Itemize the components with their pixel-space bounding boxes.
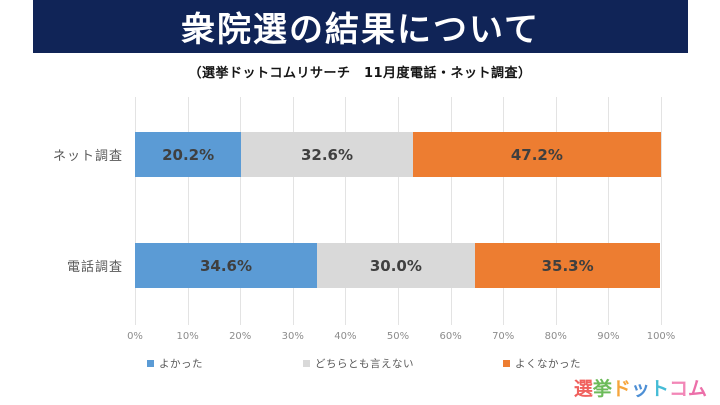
category-label: ネット調査 [52, 149, 123, 164]
logo-char: ッ [630, 378, 650, 400]
legend-item: よくなかった [503, 356, 581, 371]
gridline [240, 97, 242, 325]
title-banner: 衆院選の結果について [33, 0, 688, 53]
category-label: 電話調査 [66, 260, 123, 275]
legend-label: よくなかった [515, 358, 581, 370]
gridline [345, 97, 347, 325]
logo-char: 選 [573, 378, 593, 400]
x-axis-tick-label: 100% [646, 331, 676, 342]
x-axis-tick-label: 40% [334, 331, 357, 342]
legend-item: どちらとも言えない [303, 356, 414, 371]
x-axis-tick-label: 70% [492, 331, 515, 342]
plot-area: 0% 10% 20% 30% 40% 50% 60% 70% 80% 90% 100% ネット調査 20… [53, 97, 675, 342]
bar-segment: 47.2% [412, 132, 661, 177]
gridline [292, 97, 294, 325]
gridline [398, 97, 399, 325]
logo-char: ム [687, 378, 707, 400]
logo-char: ト [649, 378, 669, 400]
x-axis-tick-label: 10% [176, 331, 199, 342]
legend-item: よかった [147, 356, 203, 371]
gridline [608, 97, 610, 325]
brand-logo: 選挙ドットコム [574, 374, 707, 401]
bar-row: 電話調査 34.6% 30.0% 35.3% [67, 243, 661, 288]
logo-char: コ [668, 378, 688, 400]
gridline [187, 97, 189, 325]
bar-segment: 35.3% [474, 243, 661, 288]
legend-label: どちらとも言えない [315, 358, 414, 370]
x-axis-tick-label: 0% [127, 331, 143, 342]
gridline [450, 97, 452, 325]
chart-legend: よかった どちらとも言えない よくなかった [0, 356, 720, 370]
bar-segment: 20.2% [135, 132, 242, 177]
bar-row: ネット調査 20.2% 32.6% 47.2% [53, 132, 661, 177]
legend-swatch-icon [303, 360, 310, 367]
logo-char: 挙 [592, 378, 612, 400]
page-title: 衆院選の結果について [181, 10, 540, 50]
gridline [555, 97, 557, 325]
x-axis-tick-label: 60% [439, 331, 462, 342]
chart-subtitle: （選挙ドットコムリサーチ 11月度電話・ネット調査） [188, 66, 532, 81]
legend-swatch-icon [503, 360, 510, 367]
legend-label: よかった [159, 358, 203, 370]
bar-segment: 32.6% [241, 132, 413, 177]
x-axis-tick-label: 80% [544, 331, 567, 342]
gridline [135, 97, 136, 325]
x-axis-tick-label: 20% [229, 331, 252, 342]
x-axis-tick-label: 90% [597, 331, 620, 342]
bar-segment: 34.6% [135, 243, 317, 288]
logo-char: ド [611, 378, 631, 400]
x-axis-tick-label: 30% [281, 331, 304, 342]
gridline [661, 97, 662, 325]
bar-segment: 30.0% [316, 243, 475, 288]
legend-swatch-icon [147, 360, 154, 367]
gridline [503, 97, 505, 325]
x-axis-tick-label: 50% [386, 331, 410, 342]
